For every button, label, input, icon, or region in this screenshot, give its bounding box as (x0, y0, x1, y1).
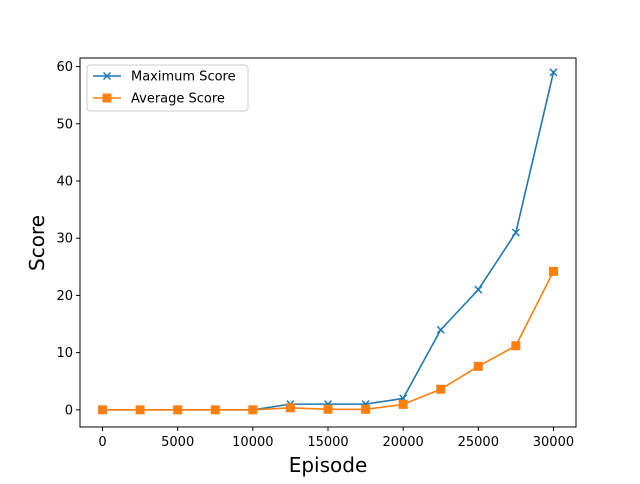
average-score-point (473, 361, 483, 371)
average-score-point (398, 399, 408, 409)
legend-label: Average Score (131, 92, 225, 107)
average-score-point (173, 405, 183, 415)
average-score-point (98, 405, 108, 415)
legend-box (86, 64, 249, 112)
y-tick-label: 10 (56, 346, 73, 361)
average-score-point (548, 266, 558, 276)
average-score-point (285, 403, 295, 413)
maximum-score-point (436, 325, 445, 334)
legend-item-maximum-score: Maximum Score (93, 70, 236, 85)
legend-label: Maximum Score (131, 70, 236, 85)
average-score-point (210, 405, 220, 415)
x-axis-label: Episode (289, 453, 368, 477)
y-tick-label: 50 (56, 117, 73, 132)
average-score-point (323, 404, 333, 414)
average-score-line (102, 271, 555, 411)
average-score-point (248, 405, 258, 415)
average-score-point (511, 341, 521, 351)
y-tick-label: 0 (65, 403, 73, 418)
legend: Maximum Score Average Score (86, 64, 249, 112)
maximum-score-point (549, 68, 558, 77)
series-average-score (98, 266, 558, 415)
x-axis: 0 5000 10000 15000 20000 25000 30000 (98, 427, 574, 450)
legend-marker (102, 71, 112, 81)
plot-frame (79, 57, 577, 428)
average-score-point (361, 404, 371, 414)
x-tick-label: 15000 (307, 435, 348, 450)
y-tick-label: 60 (56, 60, 73, 75)
y-tick-label: 40 (56, 175, 73, 190)
y-axis: 0 10 20 30 40 50 60 (56, 60, 80, 418)
x-tick-label: 25000 (458, 435, 499, 450)
legend-marker (102, 93, 112, 103)
series-layer (98, 68, 558, 415)
x-tick-label: 30000 (533, 435, 574, 450)
legend-item-average-score: Average Score (93, 92, 225, 107)
maximum-score-line (102, 72, 555, 411)
x-tick-label: 5000 (161, 435, 194, 450)
x-tick-label: 10000 (232, 435, 273, 450)
maximum-score-point (511, 228, 520, 237)
maximum-score-point (474, 285, 483, 294)
y-tick-label: 20 (56, 289, 73, 304)
x-tick-label: 20000 (382, 435, 423, 450)
x-tick-label: 0 (98, 435, 106, 450)
average-score-point (436, 384, 446, 394)
average-score-point (135, 405, 145, 415)
y-axis-label: Score (25, 215, 49, 271)
y-tick-label: 30 (56, 232, 73, 247)
